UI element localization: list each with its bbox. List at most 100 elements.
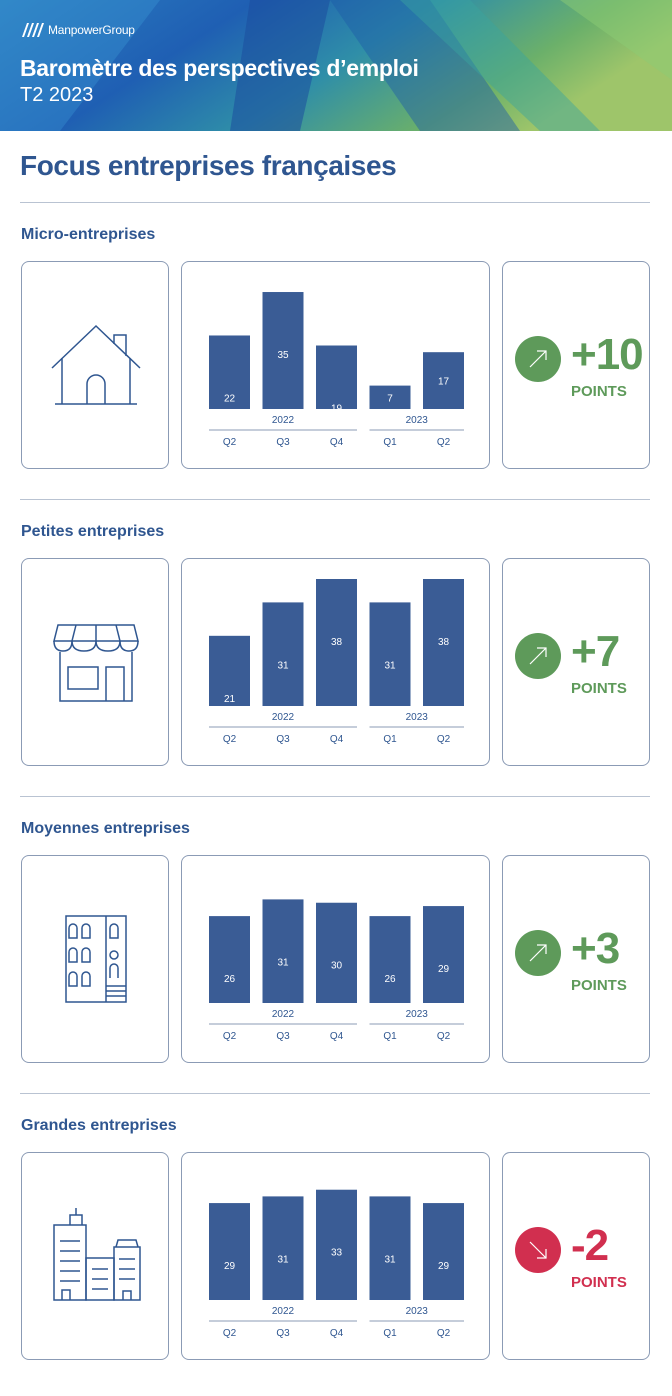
delta-unit: POINTS [571,977,627,994]
bar [209,635,250,706]
x-tick-label: Q4 [330,437,344,448]
house-icon [51,324,141,405]
page-title: Focus entreprises françaises [20,150,397,181]
bar [209,335,250,409]
year-label: 2022 [272,712,295,723]
year-label: 2023 [406,415,429,426]
bar [369,916,411,1003]
delta-unit: POINTS [571,1274,627,1291]
header-banner: ManpowerGroup Baromètre des perspectives… [0,0,672,131]
year-label: 2022 [272,1009,295,1020]
chart-card: 26 Q2 31 Q3 30 Q4 26 Q1 29 Q2 2022 2023 [181,855,490,1063]
bar [423,579,464,706]
x-tick-label: Q1 [383,734,397,745]
x-tick-label: Q3 [276,1031,290,1042]
x-tick-label: Q2 [437,1031,451,1042]
divider [20,1093,650,1094]
year-label: 2022 [272,1306,295,1317]
header-subtitle: T2 2023 [20,84,94,106]
bar-value-label: 22 [224,393,236,404]
delta-card: +7 POINTS [502,558,650,766]
trend-up-icon [515,336,561,382]
bar [209,916,250,1003]
bar-value-label: 26 [224,974,236,985]
header-title: Baromètre des perspectives d’emploi [20,55,419,81]
x-tick-label: Q2 [223,1031,237,1042]
trend-up-icon [515,633,561,679]
x-tick-label: Q3 [276,437,290,448]
brand-name: ManpowerGroup [48,23,135,37]
bar [316,902,357,1003]
delta-card: +10 POINTS [502,261,650,469]
delta-value: +7 [571,627,620,676]
icon-card [21,261,169,469]
bar-value-label: 31 [384,1254,396,1265]
bar-value-label: 31 [277,660,289,671]
x-tick-label: Q4 [330,734,344,745]
bar [369,385,411,409]
section-grandes-entreprises: Grandes entreprises 29 Q2 31 Q3 33 Q4 31 Q1 29 Q2… [0,1117,672,1360]
section-moyennes-entreprises: Moyennes entreprises 26 Q2 31 Q3 30 Q4 26 Q1 29 Q… [0,820,672,1063]
bar-value-label: 31 [384,660,396,671]
bar-value-label: 35 [277,350,289,361]
bar-chart: 21 Q2 31 Q3 38 Q4 31 Q1 38 Q2 2022 2023 [209,579,464,745]
bar [316,1189,357,1300]
brand-logo: ManpowerGroup [20,20,135,40]
x-tick-label: Q3 [276,734,290,745]
bar [369,1196,411,1300]
section-title: Petites entreprises [21,523,165,540]
bar [262,602,304,706]
x-tick-label: Q4 [330,1328,344,1339]
delta-value: -2 [571,1221,609,1270]
delta-unit: POINTS [571,383,627,400]
x-tick-label: Q2 [223,1328,237,1339]
divider [20,499,650,500]
x-tick-label: Q4 [330,1031,344,1042]
x-tick-label: Q2 [437,1328,451,1339]
section-title: Grandes entreprises [21,1117,177,1134]
manpower-logo-icon [22,23,44,37]
bar-value-label: 31 [277,957,289,968]
building-icon [65,915,127,1003]
bar [262,1196,304,1300]
office-buildings-icon [53,1208,141,1301]
bar [209,1203,250,1300]
divider [20,796,650,797]
section-title: Micro-entreprises [21,226,156,243]
x-tick-label: Q2 [223,734,237,745]
section-title: Moyennes entreprises [21,820,190,837]
x-tick-label: Q2 [437,734,451,745]
year-label: 2023 [406,1306,429,1317]
bar-chart: 29 Q2 31 Q3 33 Q4 31 Q1 29 Q2 2022 2023 [209,1189,464,1339]
bar [369,602,411,706]
icon-card [21,855,169,1063]
bar-value-label: 33 [331,1248,343,1259]
bar-value-label: 30 [331,961,343,972]
trend-up-icon [515,930,561,976]
delta-card: -2 POINTS [502,1152,650,1360]
chart-card: 21 Q2 31 Q3 38 Q4 31 Q1 38 Q2 2022 2023 [181,558,490,766]
bar [316,345,357,409]
icon-card [21,558,169,766]
bar-value-label: 19 [331,404,343,415]
bar-value-label: 38 [331,637,343,648]
x-tick-label: Q2 [437,437,451,448]
bar-chart: 26 Q2 31 Q3 30 Q4 26 Q1 29 Q2 2022 2023 [209,899,464,1042]
bar [262,899,304,1003]
section-petites-entreprises: Petites entreprises 21 Q2 31 Q3 38 Q4 31 Q1 38 Q2… [0,523,672,766]
year-label: 2022 [272,415,295,426]
section-micro-entreprises: Micro-entreprises 22 Q2 35 Q3 19 Q4 7 Q1 17 Q2 202… [0,226,672,469]
bar [316,579,357,706]
delta-unit: POINTS [571,680,627,697]
bar-value-label: 29 [438,964,450,975]
bar-value-label: 29 [438,1261,450,1272]
x-tick-label: Q3 [276,1328,290,1339]
bar [423,906,464,1003]
x-tick-label: Q2 [223,437,237,448]
chart-card: 22 Q2 35 Q3 19 Q4 7 Q1 17 Q2 2022 2023 [181,261,490,469]
trend-down-icon [515,1227,561,1273]
bar [423,1203,464,1300]
bar-value-label: 38 [438,637,450,648]
x-tick-label: Q1 [383,437,397,448]
divider [20,202,650,203]
